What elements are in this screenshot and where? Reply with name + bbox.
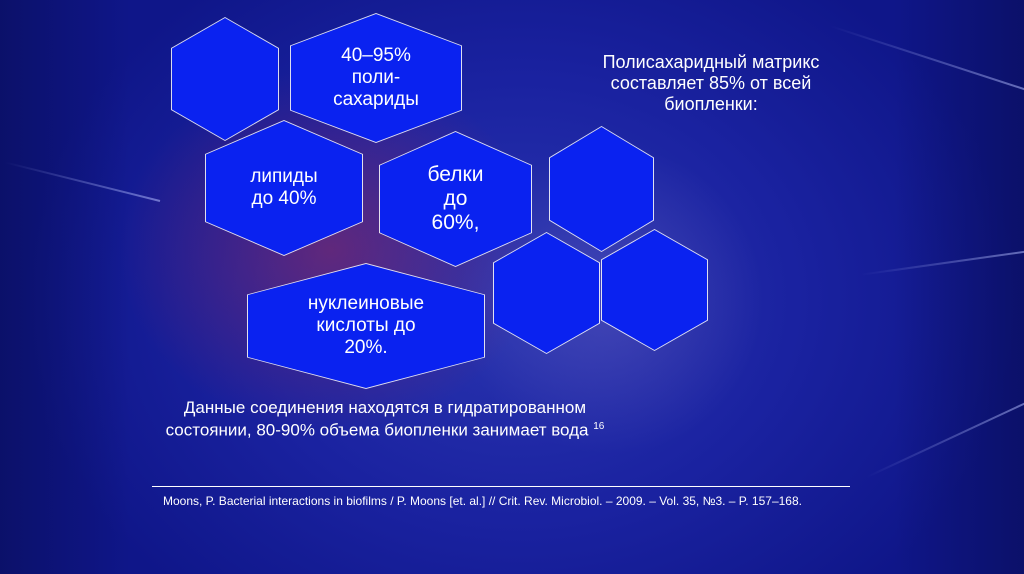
polysaccharides-hexagon: 40–95% поли- сахариды (291, 14, 461, 142)
right-shade (894, 0, 1024, 574)
nucleic-acids-label: нуклеиновые кислоты до 20%. (307, 293, 425, 358)
left-shade (0, 0, 130, 574)
reference-citation: Moons, P. Bacterial interactions in biof… (163, 494, 802, 508)
polysaccharides-label: 40–95% поли- сахариды (333, 45, 419, 110)
empty-hexagon (550, 127, 653, 251)
empty-hexagon (494, 233, 599, 353)
hydration-note-text: Данные соединения находятся в гидратиров… (165, 398, 589, 440)
empty-hexagon (602, 230, 707, 350)
lipids-label: липиды до 40% (250, 166, 318, 209)
footnote-marker: 16 (593, 421, 605, 432)
divider-line (152, 486, 850, 487)
proteins-label: белки до 60%, (427, 163, 484, 234)
hydration-note: Данные соединения находятся в гидратиров… (140, 398, 630, 440)
matrix-description: Полисахаридный матрикс составляет 85% от… (602, 52, 820, 114)
